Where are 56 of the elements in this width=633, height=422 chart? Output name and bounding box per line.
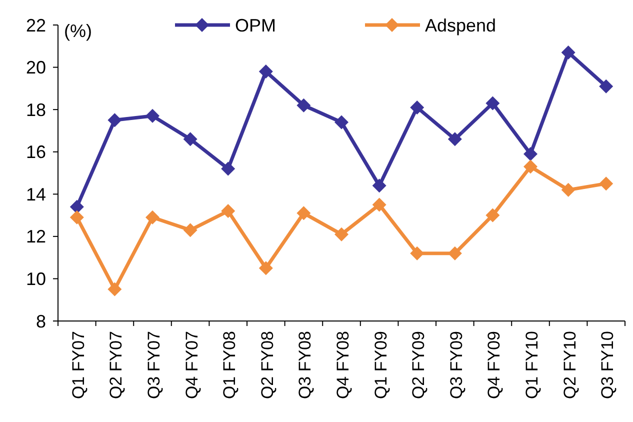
point xyxy=(108,282,122,296)
point xyxy=(221,204,236,218)
point xyxy=(70,200,84,214)
x-tick-label: Q2 FY10 xyxy=(560,331,580,400)
point xyxy=(410,100,424,114)
point xyxy=(296,206,311,220)
y-tick-label: 18 xyxy=(26,100,46,120)
x-tick-label: Q4 FY09 xyxy=(484,331,504,400)
legend-label: OPM xyxy=(235,15,276,36)
point xyxy=(258,64,273,79)
point xyxy=(486,96,500,110)
point xyxy=(296,98,311,112)
point xyxy=(372,178,386,193)
point xyxy=(258,261,273,276)
y-tick-label: 20 xyxy=(26,58,46,78)
x-tick-label: Q2 FY07 xyxy=(106,331,126,400)
y-tick-label: 22 xyxy=(26,15,46,36)
x-tick-label: Q3 FY09 xyxy=(446,331,466,400)
point xyxy=(183,223,198,238)
x-tick-label: Q3 FY08 xyxy=(296,331,315,400)
y-tick-label: 12 xyxy=(26,226,46,247)
point xyxy=(146,108,160,123)
x-tick-label: Q4 FY07 xyxy=(182,331,202,400)
point xyxy=(221,162,236,176)
y-tick-label: 10 xyxy=(26,269,46,290)
point xyxy=(561,182,576,197)
x-tick-label: Q3 FY10 xyxy=(598,331,618,400)
point xyxy=(524,160,538,174)
point xyxy=(599,79,614,94)
point xyxy=(334,227,348,242)
x-tick-label: Q2 FY08 xyxy=(258,331,277,400)
point xyxy=(183,132,198,146)
point xyxy=(410,246,424,260)
point xyxy=(70,210,84,224)
y-tick-label: 14 xyxy=(26,184,46,204)
x-tick-label: Q2 FY09 xyxy=(409,331,428,400)
y-tick-label: 16 xyxy=(26,142,46,162)
y-tick-label: 8 xyxy=(36,311,46,332)
point xyxy=(448,246,462,260)
point xyxy=(486,208,500,222)
x-tick-label: Q3 FY07 xyxy=(144,331,164,400)
point xyxy=(372,198,386,212)
point xyxy=(561,45,576,60)
point xyxy=(524,146,538,161)
x-tick-label: Q1 FY09 xyxy=(371,331,390,400)
point xyxy=(599,176,614,191)
x-tick-label: Q1 FY07 xyxy=(68,331,88,400)
x-tick-label: Q1 FY10 xyxy=(522,331,542,400)
y-axis-title: (%) xyxy=(64,21,92,41)
point xyxy=(146,210,160,224)
point xyxy=(334,115,348,130)
point xyxy=(108,113,122,128)
x-tick-label: Q4 FY08 xyxy=(334,331,352,400)
x-tick-label: Q1 FY08 xyxy=(220,331,240,400)
point xyxy=(448,132,462,146)
legend-label: Adspend xyxy=(425,15,496,36)
